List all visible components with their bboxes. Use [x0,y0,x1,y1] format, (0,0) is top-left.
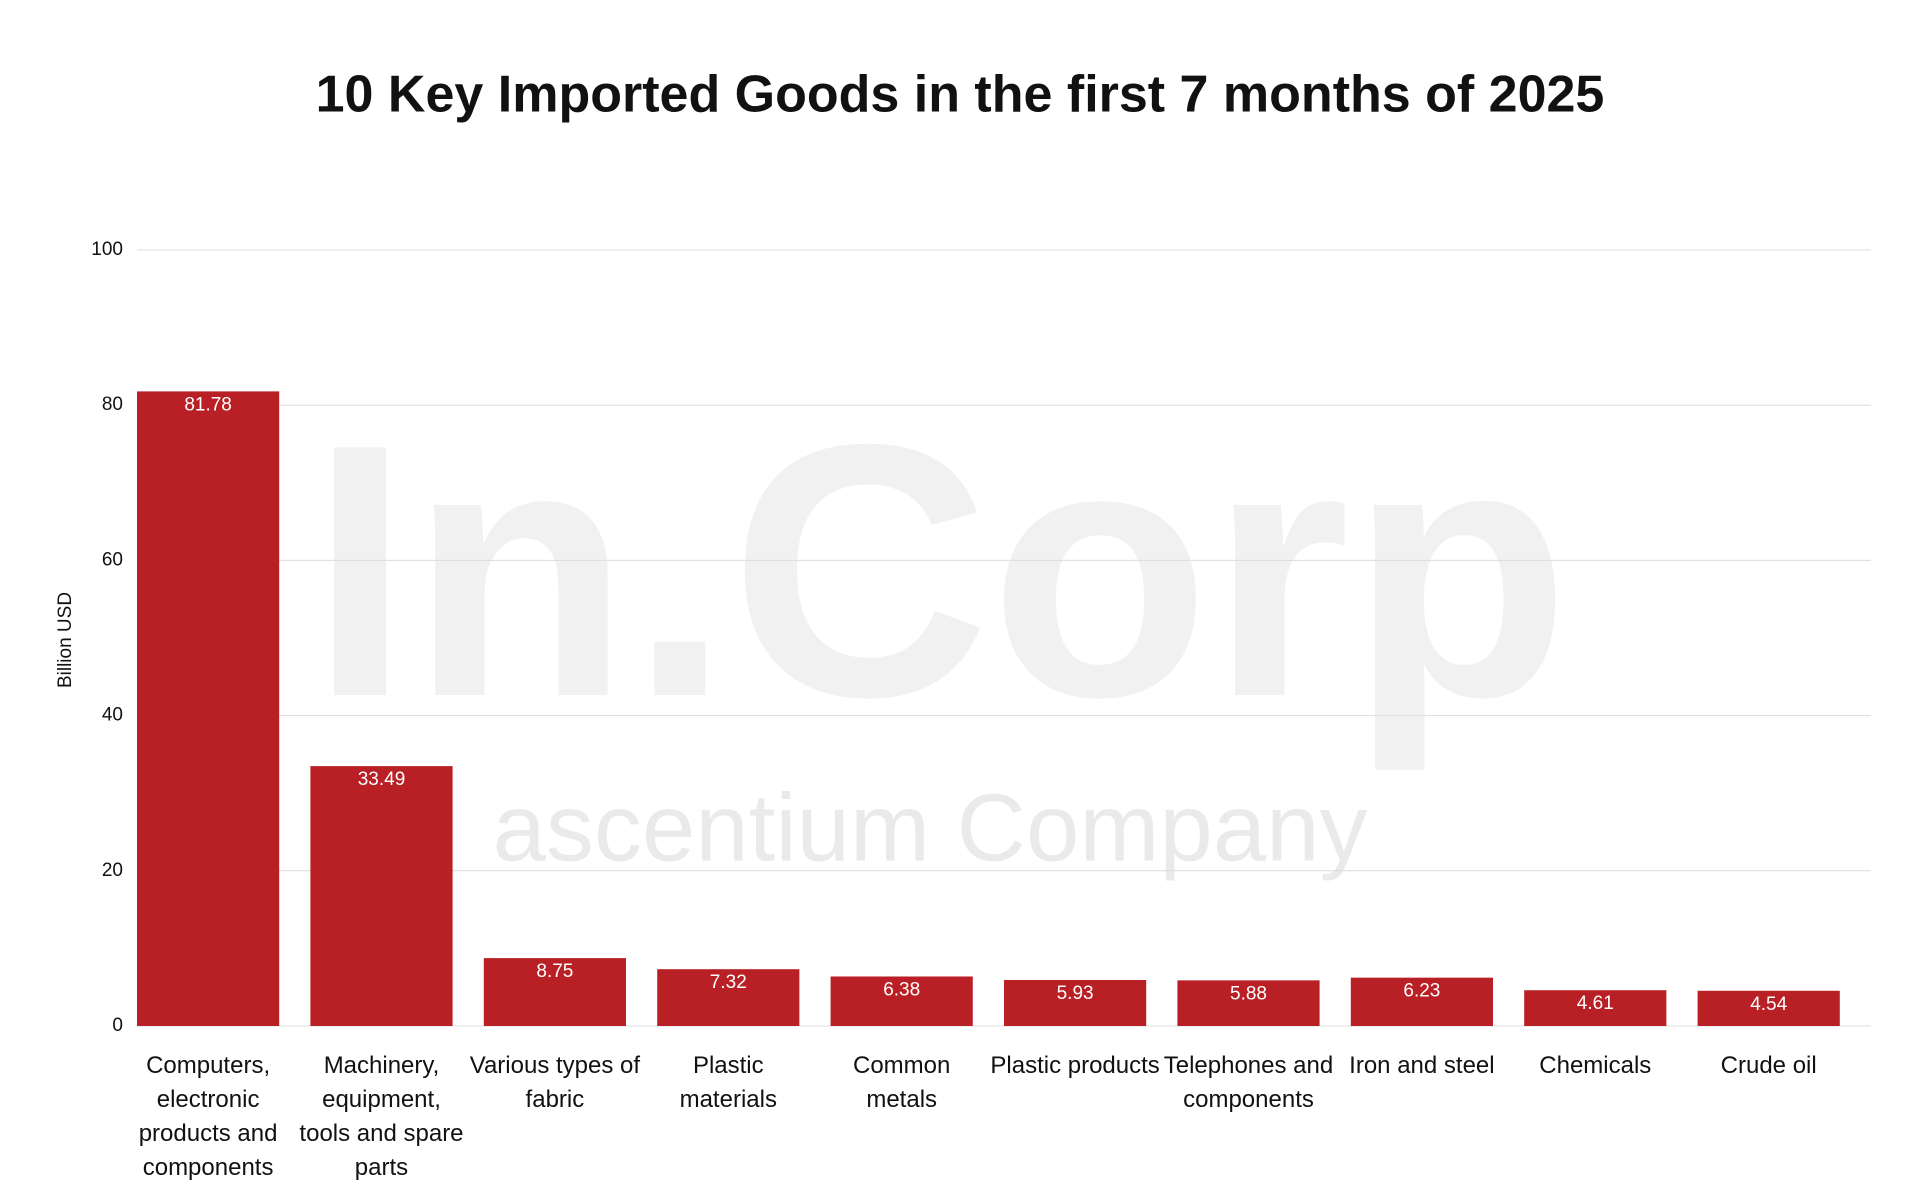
chart-title: 10 Key Imported Goods in the first 7 mon… [316,66,1605,124]
y-tick-label: 0 [112,1015,123,1036]
y-tick-label: 80 [102,394,123,415]
bar [310,766,453,1026]
value-label: 8.75 [536,961,573,982]
x-tick-label: Computers, electronic products and compo… [138,1052,278,1181]
y-tick-label: 60 [102,549,123,570]
bar [483,958,626,1026]
y-tick-label: 40 [102,705,123,726]
bar [1524,990,1667,1026]
bar [830,976,973,1026]
bar [1177,980,1320,1026]
x-tick-label: Plastic materials [679,1052,777,1113]
value-label: 5.88 [1230,983,1267,1004]
bar [1697,990,1840,1026]
x-tick-label: Chemicals [1539,1052,1652,1079]
value-label: 81.78 [184,394,232,415]
y-tick-label: 100 [91,239,123,260]
y-axis-label: Billion USD [55,592,76,688]
value-label: 7.32 [710,972,747,993]
value-label: 4.54 [1750,994,1787,1015]
bar [657,969,800,1026]
x-tick-label: Telephones and components [1163,1052,1334,1113]
x-tick-label: Iron and steel [1349,1052,1495,1079]
value-label: 33.49 [358,769,406,790]
value-label: 6.38 [883,980,920,1001]
x-tick-label: Various types of fabric [469,1052,641,1113]
value-label: 5.93 [1057,983,1094,1004]
bar [1004,979,1147,1026]
watermark: In.Corp [310,370,1570,774]
y-tick-label: 20 [102,860,123,881]
watermark: ascentium Company [492,774,1367,881]
x-tick-label: Machinery, equipment, tools and spare pa… [299,1052,464,1181]
bar [1350,977,1493,1026]
x-tick-label: Plastic products [990,1052,1160,1079]
x-tick-label: Common metals [853,1052,951,1113]
value-label: 4.61 [1577,993,1614,1014]
value-label: 6.23 [1403,981,1440,1002]
bar [137,391,280,1026]
x-tick-label: Crude oil [1720,1052,1817,1079]
